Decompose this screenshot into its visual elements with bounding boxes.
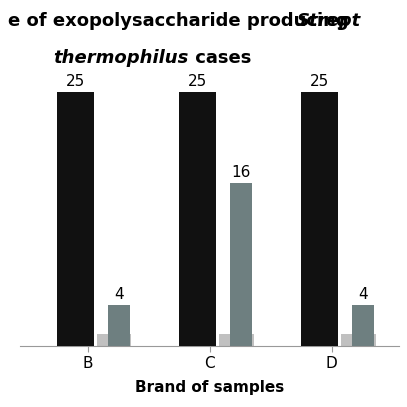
- Bar: [219, 334, 254, 346]
- Bar: [341, 334, 376, 346]
- Bar: [108, 305, 130, 346]
- Text: cases: cases: [189, 49, 252, 67]
- Bar: [97, 334, 131, 346]
- Text: 4: 4: [359, 287, 368, 302]
- Text: 16: 16: [232, 165, 251, 180]
- Bar: [230, 183, 252, 346]
- Bar: [301, 92, 338, 346]
- Text: 25: 25: [310, 74, 329, 88]
- Text: thermophilus: thermophilus: [53, 49, 188, 67]
- X-axis label: Brand of samples: Brand of samples: [135, 380, 284, 395]
- Bar: [179, 92, 216, 346]
- Bar: [352, 305, 374, 346]
- Text: 4: 4: [114, 287, 124, 302]
- Text: 25: 25: [66, 74, 85, 88]
- Text: Strept: Strept: [297, 12, 361, 30]
- Text: e of exopolysaccharide producing: e of exopolysaccharide producing: [8, 12, 355, 30]
- Text: 25: 25: [188, 74, 207, 88]
- Bar: [57, 92, 94, 346]
